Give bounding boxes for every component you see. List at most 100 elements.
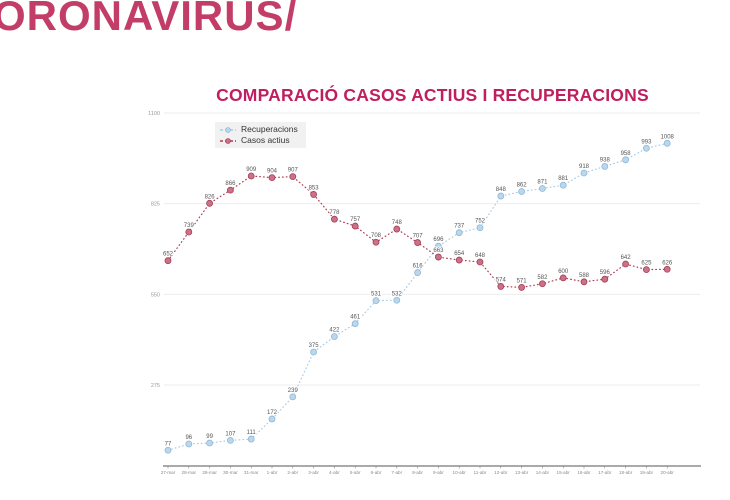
point-label: 663 (433, 248, 444, 254)
point-label: 696 (433, 237, 444, 243)
x-tick-label: 5-abr (350, 470, 361, 475)
point-label: 600 (558, 269, 569, 275)
legend-marker-icon (220, 137, 236, 144)
point-label: 239 (288, 388, 299, 394)
point-label: 848 (496, 187, 507, 193)
x-tick-label: 30-mar (223, 470, 238, 475)
chart-legend: Recuperacions Casos actius (215, 122, 306, 148)
data-point-casos-actius (643, 266, 650, 274)
x-tick-label: 18-abr (619, 470, 633, 475)
point-label: 648 (475, 253, 486, 259)
point-label: 708 (371, 233, 382, 239)
y-tick-label: 1100 (148, 111, 160, 117)
x-tick-label: 7-abr (391, 470, 402, 475)
x-tick-label: 15-abr (557, 470, 571, 475)
data-point-casos-actius (289, 173, 297, 181)
data-point-recuperacions (310, 348, 318, 356)
data-point-casos-actius (497, 283, 505, 290)
data-point-recuperacions (643, 144, 650, 152)
point-label: 107 (225, 431, 236, 437)
y-tick-label: 825 (151, 202, 160, 208)
data-point-recuperacions (559, 181, 567, 189)
x-tick-label: 11-abr (474, 470, 487, 475)
point-label: 748 (392, 220, 403, 226)
data-point-recuperacions (518, 188, 525, 195)
legend-label: Casos actius (241, 135, 290, 145)
data-point-casos-actius (580, 278, 588, 286)
x-tick-label: 4-abr (329, 470, 340, 475)
data-point-casos-actius (601, 275, 609, 283)
data-point-casos-actius (476, 258, 484, 266)
point-label: 571 (517, 278, 528, 284)
point-label: 739 (184, 223, 195, 229)
data-point-recuperacions (268, 415, 276, 423)
point-label: 707 (413, 234, 424, 240)
x-tick-label: 10-abr (453, 470, 467, 475)
data-point-recuperacions (351, 320, 359, 328)
chart-title: COMPARACIÓ CASOS ACTIUS I RECUPERACIONS (216, 85, 649, 105)
data-point-recuperacions (206, 439, 214, 447)
x-tick-label: 28-mar (182, 470, 197, 475)
data-point-casos-actius (414, 239, 422, 246)
data-point-recuperacions (289, 393, 297, 401)
series-line-recuperacions (167, 142, 668, 451)
point-label: 77 (165, 441, 172, 447)
point-label: 909 (246, 167, 257, 173)
point-label: 993 (641, 139, 652, 145)
data-point-recuperacions (226, 436, 234, 444)
data-point-casos-actius (539, 280, 546, 288)
point-label: 958 (621, 151, 632, 157)
legend-item-casos-actius: Casos actius (219, 135, 298, 146)
point-label: 582 (537, 275, 548, 281)
point-label: 918 (579, 164, 590, 170)
x-tick-label: 31-mar (244, 470, 259, 475)
data-point-recuperacions (164, 446, 172, 454)
point-label: 1008 (661, 134, 675, 140)
data-point-recuperacions (434, 242, 442, 250)
y-tick-label: 275 (151, 383, 160, 389)
point-label: 871 (537, 180, 548, 186)
data-point-casos-actius (434, 253, 442, 261)
point-label: 532 (392, 291, 403, 297)
point-label: 826 (205, 194, 216, 200)
data-point-casos-actius (663, 265, 671, 273)
data-point-recuperacions (185, 440, 193, 448)
point-label: 904 (267, 169, 278, 175)
x-tick-label: 19-abr (640, 470, 654, 475)
data-point-casos-actius (351, 222, 359, 230)
point-label: 461 (350, 315, 361, 321)
x-tick-label: 6-abr (371, 470, 382, 475)
x-tick-label: 13-abr (515, 470, 529, 475)
x-tick-label: 12-abr (494, 470, 508, 475)
data-point-recuperacions (476, 224, 484, 232)
x-tick-label: 16-abr (577, 470, 591, 475)
point-label: 853 (309, 185, 320, 191)
data-point-recuperacions (414, 269, 422, 276)
point-label: 652 (163, 252, 174, 258)
data-point-casos-actius (247, 172, 255, 180)
point-label: 626 (662, 260, 673, 266)
data-point-casos-actius (559, 274, 567, 282)
data-point-recuperacions (372, 297, 380, 304)
point-label: 654 (454, 251, 465, 257)
data-point-casos-actius (372, 238, 380, 246)
x-tick-label: 1-abr (267, 470, 278, 475)
x-tick-label: 8-abr (412, 470, 423, 475)
data-point-recuperacions (539, 185, 546, 192)
data-point-recuperacions (455, 229, 463, 237)
point-label: 625 (641, 261, 652, 267)
data-point-recuperacions (393, 296, 401, 304)
data-point-casos-actius (226, 186, 234, 194)
data-point-recuperacions (622, 156, 629, 164)
data-point-casos-actius (206, 199, 214, 207)
x-tick-label: 17-abr (598, 470, 612, 475)
y-tick-label: 550 (151, 292, 160, 298)
point-label: 938 (600, 157, 611, 163)
x-tick-label: 2-abr (287, 470, 298, 475)
data-point-casos-actius (393, 225, 401, 233)
point-label: 778 (329, 210, 340, 216)
point-label: 757 (350, 217, 361, 223)
legend-marker-icon (220, 126, 236, 133)
data-point-recuperacions (580, 169, 588, 177)
